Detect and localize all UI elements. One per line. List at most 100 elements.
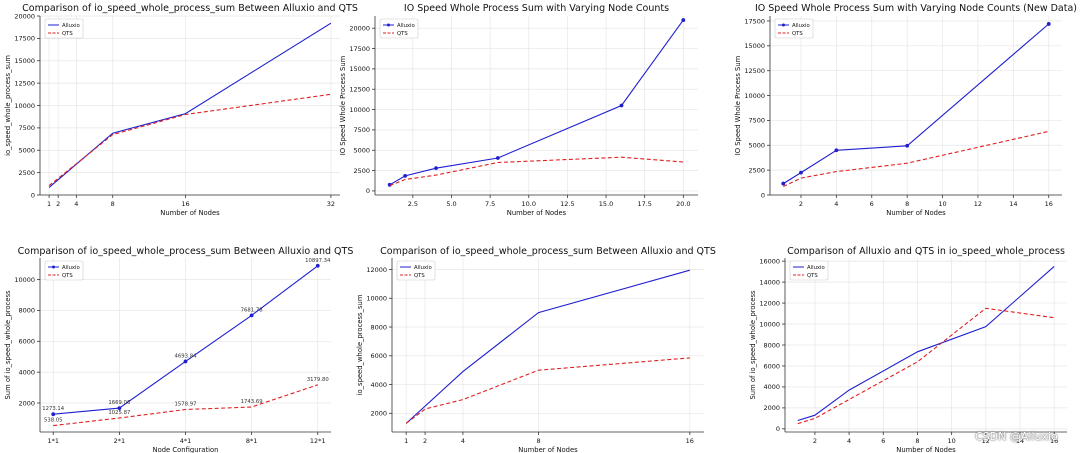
chart-title: Comparison of io_speed_whole_process_sum… — [380, 246, 716, 257]
series-line-qts — [797, 307, 1055, 425]
data-label-qts: 1025.87 — [108, 410, 130, 416]
data-label-alluxio: 1669.06 — [108, 400, 131, 406]
y-tick-label: 12500 — [14, 79, 35, 87]
y-tick-label: 10000 — [14, 276, 35, 284]
x-tick-label: 14 — [1009, 200, 1017, 208]
data-point-alluxio — [434, 166, 438, 171]
y-tick-label: 0 — [31, 191, 35, 199]
x-tick-label: 4 — [74, 200, 78, 208]
x-axis-label: Number of Nodes — [518, 446, 578, 453]
x-tick-label: 4*1 — [180, 437, 192, 445]
data-label-qts: 3179.80 — [307, 377, 330, 383]
y-tick-label: 2000 — [763, 404, 780, 412]
x-tick-label: 20.0 — [676, 200, 690, 208]
x-tick-label: 16 — [686, 437, 694, 445]
x-axis-label: Node Configuration — [153, 446, 219, 453]
y-tick-label: 17500 — [744, 17, 765, 25]
chart-title: Comparison of io_speed_whole_process_sum… — [18, 246, 354, 257]
y-tick-label: 0 — [761, 191, 765, 199]
x-tick-label: 8 — [915, 437, 919, 445]
legend-label-alluxio: Alluxio — [414, 265, 432, 271]
legend-label-alluxio: Alluxio — [397, 23, 415, 29]
y-axis-label: io_speed_whole_process_sum — [356, 294, 364, 395]
y-tick-label: 15000 — [349, 65, 370, 73]
chart-panel-1: 1 2 4 8 16 32 0 2500 5000 7500 10000 12500 15000 1750… — [4, 3, 358, 217]
data-label-alluxio: 7681.78 — [241, 307, 264, 313]
legend-label-alluxio: Alluxio — [62, 265, 80, 271]
x-tick-label: 17.5 — [637, 200, 651, 208]
x-axis-label: Number of Nodes — [160, 209, 220, 217]
y-tick-label: 8000 — [763, 341, 780, 349]
x-tick-label: 8 — [111, 200, 115, 208]
series-line-qts — [389, 156, 684, 187]
x-tick-label: 4 — [834, 200, 838, 208]
y-tick-label: 4000 — [763, 383, 780, 391]
y-tick-label: 6000 — [370, 352, 387, 360]
chart-panel-6: 2 4 6 8 10 12 14 16 0 2000 4000 6000 8000 10000 12000 1… — [749, 246, 1067, 453]
data-label-qts: 538.05 — [44, 418, 63, 424]
x-tick-label: 1*1 — [47, 437, 59, 445]
x-tick-label: 10 — [938, 200, 946, 208]
y-tick-label: 5000 — [748, 142, 765, 150]
chart-panel-5: 1 2 4 8 16 2000 4000 6000 8000 10000 12000 Comparis… — [356, 246, 716, 453]
series-line-qts — [783, 130, 1049, 187]
x-axis-label: Number of Nodes — [886, 209, 946, 217]
y-tick-label: 7500 — [353, 126, 370, 134]
x-tick-label: 5.0 — [446, 200, 456, 208]
data-point-alluxio — [681, 18, 686, 22]
x-axis-label: Number of Nodes — [896, 446, 956, 453]
x-axis-label: Number of Nodes — [507, 209, 567, 217]
legend-label-qts: QTS — [62, 31, 73, 37]
x-tick-label: 16 — [181, 200, 189, 208]
y-tick-label: 15000 — [744, 42, 765, 50]
data-label-alluxio: 10897.34 — [305, 258, 331, 264]
data-point-alluxio — [781, 181, 786, 186]
data-label-qts: 1743.69 — [241, 399, 263, 405]
legend-marker-alluxio — [782, 23, 785, 27]
chart-title: Comparison of io_speed_whole_process_sum… — [22, 3, 358, 14]
y-tick-label: 10000 — [744, 92, 765, 100]
data-point-alluxio — [495, 156, 500, 160]
series-line-qts — [405, 357, 690, 424]
y-tick-label: 2000 — [370, 410, 387, 418]
y-tick-label: 6000 — [763, 362, 780, 370]
y-tick-label: 7500 — [18, 124, 35, 132]
y-tick-label: 20000 — [349, 25, 370, 33]
legend-label-qts: QTS — [414, 273, 425, 279]
x-tick-label: 1 — [404, 437, 408, 445]
y-tick-label: 2500 — [748, 166, 765, 174]
data-point-alluxio — [183, 359, 188, 364]
x-tick-label: 16 — [1050, 437, 1058, 445]
y-tick-label: 2000 — [18, 399, 35, 407]
series-line-qts — [48, 93, 331, 187]
y-tick-label: 16000 — [759, 257, 780, 265]
y-tick-label: 5000 — [353, 147, 370, 155]
legend-marker-alluxio — [387, 23, 390, 27]
y-axis-label: Sum of io_speed_whole_process — [4, 290, 12, 400]
legend-label-alluxio: Alluxio — [807, 265, 825, 271]
data-label-alluxio: 4693.84 — [175, 353, 198, 359]
y-tick-label: 7500 — [748, 117, 765, 125]
x-tick-label: 8 — [536, 437, 540, 445]
chart-title: IO Speed Whole Process Sum with Varying … — [755, 3, 1077, 14]
watermark-text: CSDN @Alluxio — [975, 430, 1058, 443]
x-tick-label: 16 — [1045, 200, 1053, 208]
y-tick-label: 15000 — [14, 57, 35, 65]
y-tick-label: 14000 — [759, 278, 780, 286]
x-tick-label: 15.0 — [599, 200, 613, 208]
x-tick-label: 6 — [870, 200, 874, 208]
x-tick-label: 2.5 — [408, 200, 418, 208]
legend-label-alluxio: Alluxio — [62, 23, 80, 29]
legend-label-qts: QTS — [62, 273, 73, 279]
chart-panel-2: 2.5 5.0 7.5 10.0 12.5 15.0 17.5 20.0 0 2500 5000 75… — [339, 3, 698, 217]
x-tick-label: 2 — [799, 200, 803, 208]
series-line-qts — [53, 384, 318, 427]
x-tick-label: 6 — [881, 437, 885, 445]
data-point-alluxio — [249, 313, 254, 318]
y-axis-label: IO Speed Whole Process Sum — [734, 55, 742, 155]
y-tick-label: 0 — [776, 425, 780, 433]
x-tick-label: 14 — [1016, 437, 1024, 445]
x-tick-label: 2 — [56, 200, 60, 208]
x-tick-label: 2*1 — [114, 437, 126, 445]
